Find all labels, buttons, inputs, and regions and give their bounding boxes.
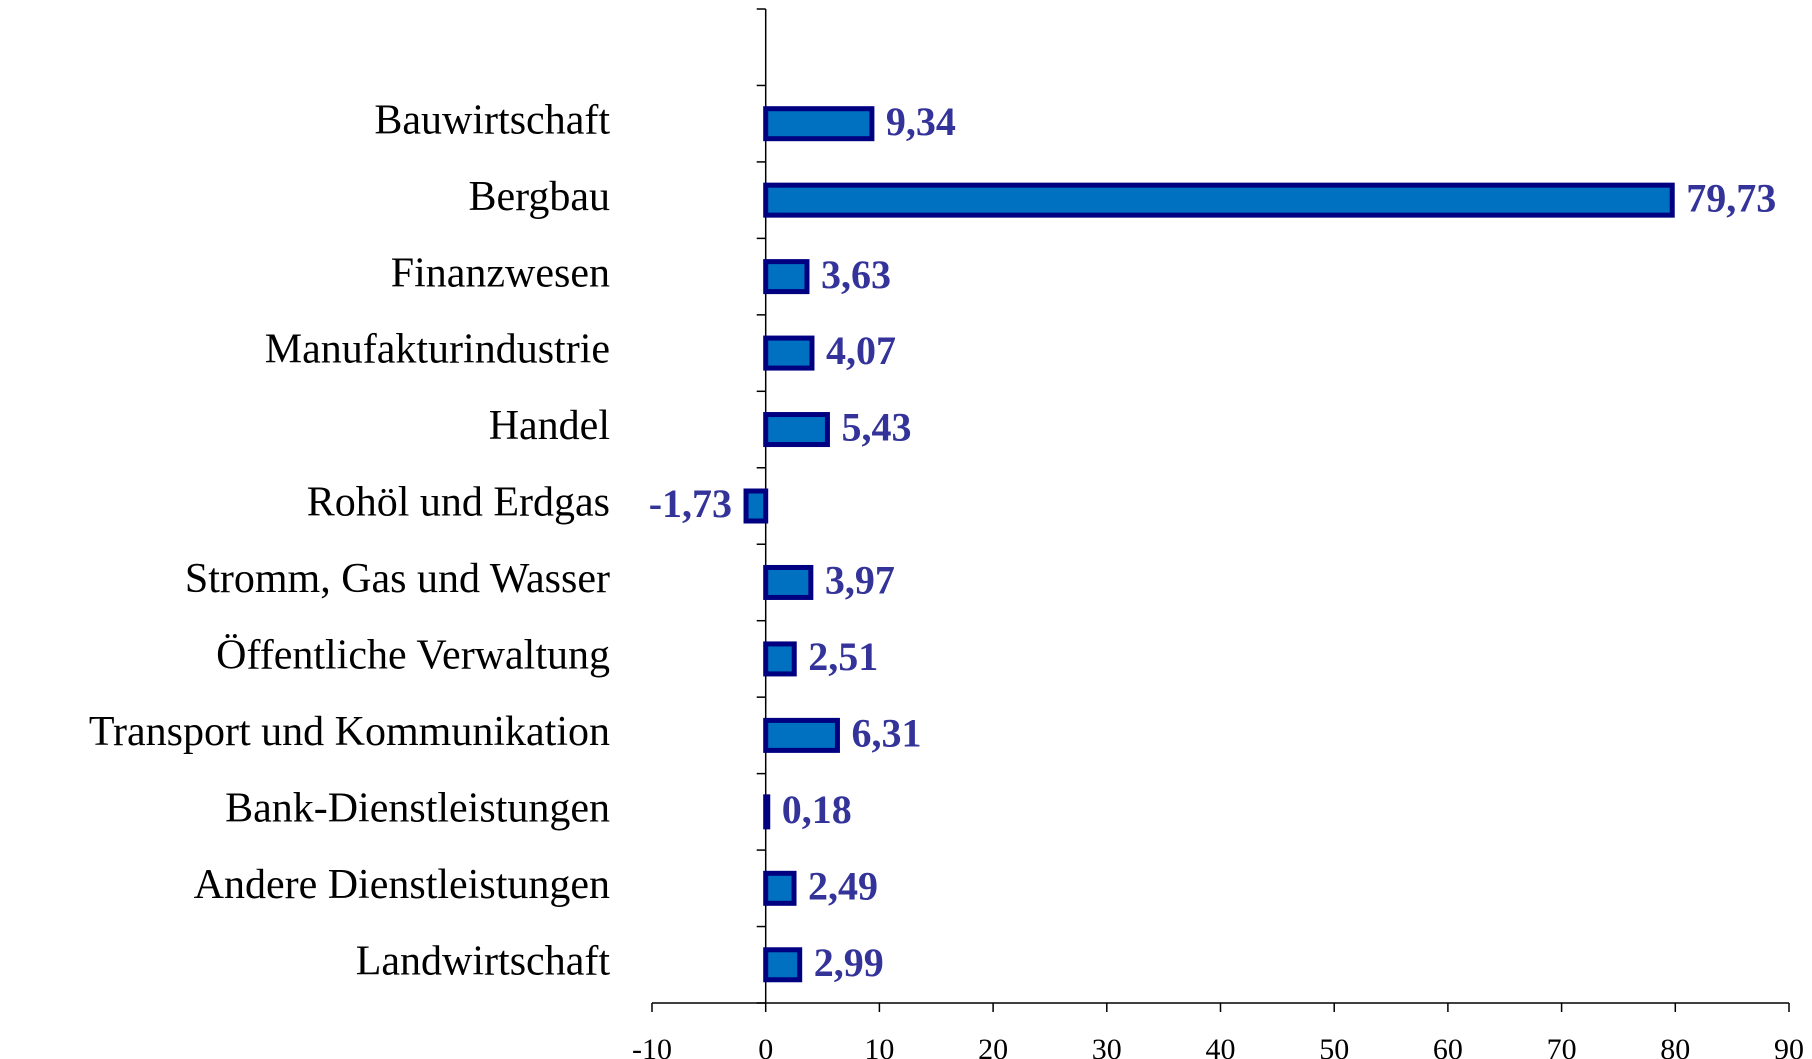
y-tick-label: Finanzwesen xyxy=(391,250,610,296)
x-tick-label: 80 xyxy=(1660,1033,1690,1059)
bar xyxy=(763,412,830,448)
bar xyxy=(763,641,797,677)
x-tick-label: 0 xyxy=(758,1033,773,1059)
data-label: 2,51 xyxy=(808,634,878,679)
y-tick-label: Stromm, Gas und Wasser xyxy=(185,556,610,602)
bar xyxy=(763,259,810,295)
bar xyxy=(763,870,797,906)
data-label: 3,97 xyxy=(825,558,895,603)
bar xyxy=(763,335,815,371)
y-tick-label: Bank-Dienstleistungen xyxy=(225,785,610,831)
x-tick-label: 30 xyxy=(1092,1033,1122,1059)
y-tick-label: Andere Dienstleistungen xyxy=(194,862,610,908)
data-label: -1,73 xyxy=(649,481,732,526)
x-tick-label: -10 xyxy=(632,1033,672,1059)
data-label: 3,63 xyxy=(821,252,891,297)
x-tick-label: 50 xyxy=(1319,1033,1349,1059)
bar xyxy=(763,182,1675,218)
bar xyxy=(763,947,803,983)
bar xyxy=(763,564,814,600)
y-tick-label: Landwirtschaft xyxy=(356,938,611,984)
y-tick-label: Bergbau xyxy=(468,174,610,220)
y-tick-label: Handel xyxy=(489,403,610,449)
data-label: 9,34 xyxy=(886,99,956,144)
y-tick-label: Manufakturindustrie xyxy=(265,327,610,373)
y-tick-label: Öffentliche Verwaltung xyxy=(216,633,610,679)
data-label: 0,18 xyxy=(782,787,852,832)
x-tick-label: 60 xyxy=(1433,1033,1463,1059)
x-tick-label: 40 xyxy=(1206,1033,1236,1059)
x-tick-label: 10 xyxy=(864,1033,894,1059)
x-tick-label: 70 xyxy=(1547,1033,1577,1059)
data-label: 2,49 xyxy=(808,863,878,908)
data-label: 5,43 xyxy=(841,405,911,450)
y-tick-label: Bauwirtschaft xyxy=(374,97,610,143)
x-tick-label: 90 xyxy=(1774,1033,1804,1059)
x-tick-label: 20 xyxy=(978,1033,1008,1059)
y-tick-label: Rohöl und Erdgas xyxy=(307,480,610,526)
data-label: 4,07 xyxy=(826,328,896,373)
bar xyxy=(763,106,875,142)
y-tick-label: Transport und Kommunikation xyxy=(89,709,610,755)
data-label: 2,99 xyxy=(814,940,884,985)
data-label: 79,73 xyxy=(1686,175,1776,220)
bar xyxy=(763,717,840,753)
bar xyxy=(763,794,771,830)
data-label: 6,31 xyxy=(851,711,921,756)
bar xyxy=(743,488,769,524)
